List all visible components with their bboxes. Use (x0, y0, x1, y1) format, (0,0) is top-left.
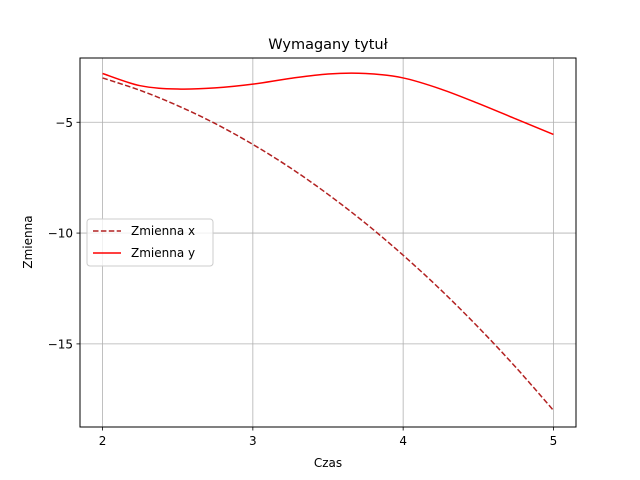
x-tick-label: 5 (550, 434, 558, 448)
series-line-zmienna-x (102, 77, 555, 411)
legend-label-zmienna-x: Zmienna x (131, 224, 195, 238)
x-tick-label: 3 (249, 434, 257, 448)
y-tick-label: −5 (55, 116, 73, 130)
legend: Zmienna x Zmienna y (86, 218, 214, 267)
plot-area-frame (79, 57, 577, 428)
y-tick-label: −15 (48, 337, 73, 351)
legend-label-zmienna-y: Zmienna y (131, 246, 195, 260)
x-tick-label: 2 (99, 434, 107, 448)
y-axis-label: Zmienna (21, 215, 35, 268)
series-layer (102, 72, 555, 411)
y-tick-label: −10 (48, 227, 73, 241)
chart-title: Wymagany tytuł (268, 37, 388, 53)
x-axis-label: Czas (314, 456, 342, 470)
series-line-zmienna-y (102, 72, 554, 136)
x-tick-label: 4 (399, 434, 407, 448)
ticks: 2 3 4 5 −5 −10 −15 (48, 116, 558, 448)
